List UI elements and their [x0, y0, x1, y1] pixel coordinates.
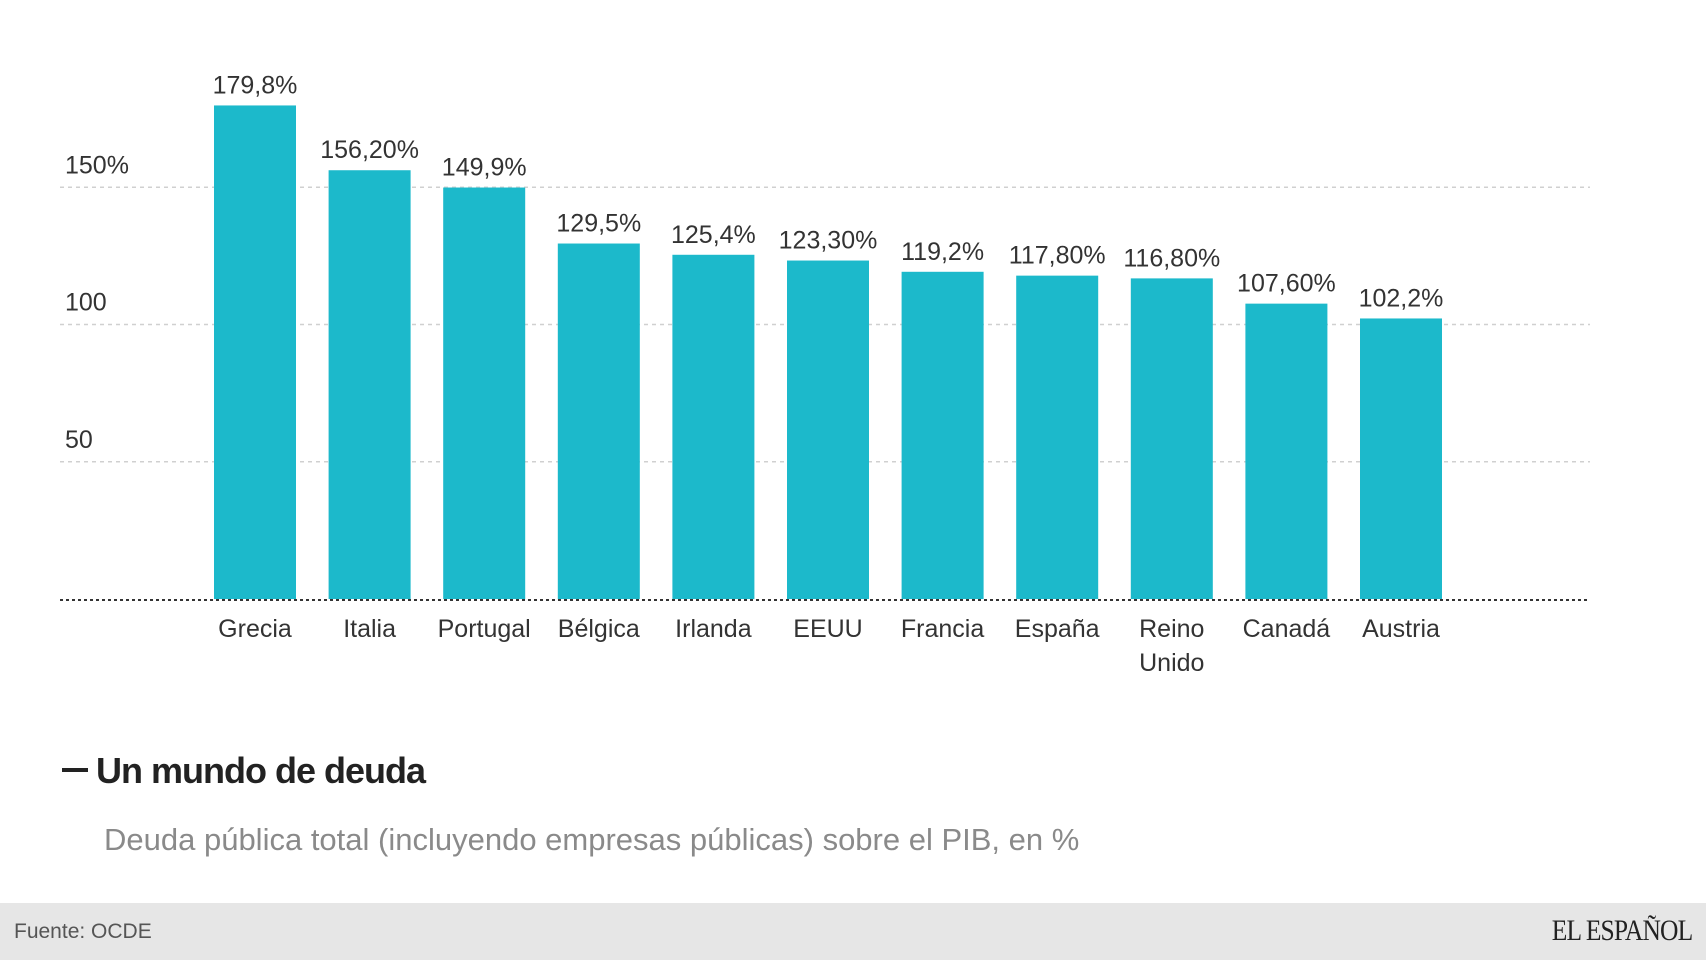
bar: [1360, 318, 1442, 599]
bar-value-label: 119,2%: [901, 238, 984, 266]
chart-subtitle: Deuda pública total (incluyendo empresas…: [104, 822, 1080, 857]
x-tick-label: Italia: [343, 615, 396, 643]
x-tick-label: Canadá: [1243, 615, 1331, 643]
bar-value-label: 123,30%: [779, 227, 878, 255]
bar: [787, 260, 869, 599]
bar-value-label: 179,8%: [213, 71, 298, 99]
x-tick-label: Francia: [901, 615, 984, 643]
x-tick-label: EEUU: [793, 615, 862, 643]
bar-value-label: 129,5%: [556, 210, 641, 238]
bar-chart: 50 100 150% 179,8% Grecia 156,20% Italia 149,9%…: [60, 71, 1590, 677]
title-dash-icon: [62, 768, 88, 773]
x-tick-label: Bélgica: [558, 615, 640, 643]
y-tick-label: 50: [65, 426, 93, 454]
y-tick-label: 100: [65, 289, 107, 317]
bar-value-label: 156,20%: [320, 136, 419, 164]
x-tick-label: Grecia: [218, 615, 292, 643]
bar-value-label: 116,80%: [1123, 244, 1220, 272]
source-note: Fuente: OCDE: [14, 920, 152, 943]
bar-value-label: 117,80%: [1009, 242, 1106, 270]
footer-bar: Fuente: OCDE EL ESPAÑOL: [0, 903, 1706, 960]
x-tick-label: Portugal: [438, 615, 531, 643]
bar-value-label: 149,9%: [442, 154, 527, 182]
bar: [901, 271, 984, 599]
bar: [1245, 303, 1328, 599]
chart-title-text: Un mundo de deuda: [96, 750, 426, 791]
y-tick-label: 150%: [65, 151, 129, 179]
x-tick-label: Reino: [1139, 615, 1204, 643]
chart-title: Un mundo de deuda: [62, 750, 426, 792]
x-tick-label: España: [1015, 615, 1100, 643]
bar: [443, 187, 526, 599]
bar-value-label: 125,4%: [671, 221, 756, 249]
bar: [672, 254, 755, 600]
x-tick-label: Unido: [1139, 649, 1204, 677]
bar-value-label: 107,60%: [1237, 270, 1336, 298]
bar: [1130, 278, 1213, 599]
bar: [557, 243, 640, 599]
x-tick-label: Austria: [1362, 615, 1440, 643]
bar: [328, 170, 411, 599]
x-tick-label: Irlanda: [675, 615, 752, 643]
bar: [214, 105, 296, 599]
brand-logo: EL ESPAÑOL: [1551, 914, 1692, 947]
bar: [1016, 275, 1099, 599]
bar-value-label: 102,2%: [1359, 284, 1444, 312]
